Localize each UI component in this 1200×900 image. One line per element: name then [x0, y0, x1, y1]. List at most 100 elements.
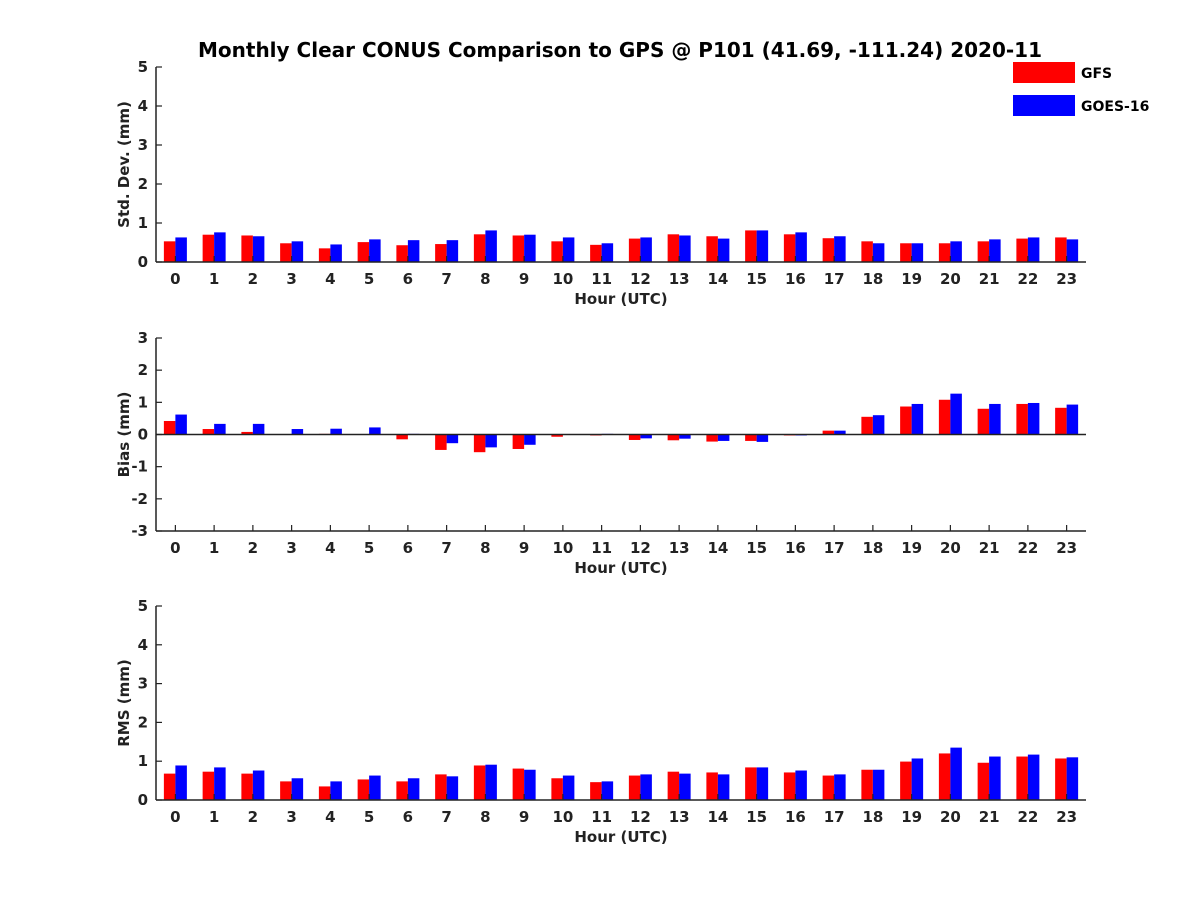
- bar-goes-16-hour-11: [601, 243, 614, 262]
- x-tick-label: 21: [979, 808, 1000, 826]
- bar-gfs-hour-19: [900, 406, 912, 435]
- x-tick-label: 5: [364, 539, 374, 557]
- y-tick-label: 3: [138, 136, 148, 154]
- bar-gfs-hour-23: [1055, 237, 1067, 262]
- bar-goes-16-hour-19: [911, 243, 924, 262]
- bar-goes-16-hour-1: [214, 767, 226, 800]
- y-tick-label: 3: [138, 329, 148, 347]
- bar-gfs-hour-1: [202, 771, 215, 800]
- bar-gfs-hour-6: [396, 781, 408, 800]
- bar-goes-16-hour-7: [446, 434, 459, 444]
- x-tick-label: 13: [669, 539, 690, 557]
- y-tick-label: 2: [138, 175, 148, 193]
- bar-gfs-hour-1: [202, 429, 215, 435]
- bar-gfs-hour-22: [1016, 238, 1028, 262]
- x-tick-label: 2: [248, 270, 258, 288]
- bar-gfs-hour-9: [512, 768, 525, 800]
- x-tick-label: 23: [1056, 808, 1077, 826]
- x-tick-label: 20: [940, 808, 961, 826]
- x-tick-label: 3: [286, 539, 296, 557]
- x-tick-label: 11: [591, 270, 612, 288]
- bar-gfs-hour-0: [163, 241, 176, 262]
- bar-gfs-hour-8: [473, 234, 486, 262]
- x-tick-label: 8: [480, 808, 490, 826]
- bar-goes-16-hour-14: [717, 774, 730, 800]
- x-tick-label: 5: [364, 270, 374, 288]
- bar-goes-16-hour-5: [369, 427, 381, 435]
- x-tick-label: 9: [519, 539, 529, 557]
- y-tick-label: -1: [131, 458, 148, 476]
- bar-gfs-hour-15: [745, 767, 757, 800]
- bar-gfs-hour-4: [318, 786, 331, 800]
- x-axis-label: Hour (UTC): [574, 290, 667, 308]
- bar-goes-16-hour-10: [562, 237, 575, 262]
- legend-swatch-goes-16: [1013, 95, 1075, 116]
- x-tick-label: 10: [552, 270, 573, 288]
- x-tick-label: 23: [1056, 270, 1077, 288]
- bar-goes-16-hour-8: [485, 434, 497, 448]
- bar-goes-16-hour-0: [175, 414, 187, 435]
- bar-goes-16-hour-22: [1027, 237, 1040, 262]
- bar-gfs-hour-17: [822, 238, 835, 262]
- bar-goes-16-hour-17: [834, 430, 846, 435]
- bar-gfs-hour-6: [396, 434, 408, 440]
- bar-gfs-hour-1: [202, 234, 215, 262]
- x-tick-label: 8: [480, 270, 490, 288]
- y-tick-label: 5: [138, 58, 148, 76]
- bar-goes-16-hour-19: [911, 758, 924, 800]
- x-tick-label: 2: [248, 539, 258, 557]
- bar-gfs-hour-6: [396, 245, 408, 262]
- bar-goes-16-hour-9: [524, 769, 536, 800]
- bar-goes-16-hour-13: [679, 773, 691, 800]
- bar-goes-16-hour-15: [756, 434, 769, 442]
- bar-goes-16-hour-18: [872, 243, 885, 262]
- bar-goes-16-hour-17: [834, 774, 846, 800]
- bar-goes-16-hour-8: [485, 230, 497, 262]
- bar-gfs-hour-23: [1055, 758, 1067, 800]
- bar-goes-16-hour-23: [1066, 404, 1079, 435]
- bar-goes-16-hour-20: [950, 393, 962, 435]
- x-tick-label: 1: [209, 270, 219, 288]
- x-tick-label: 15: [746, 808, 767, 826]
- bar-goes-16-hour-12: [640, 434, 652, 439]
- bar-goes-16-hour-2: [252, 423, 265, 435]
- x-tick-label: 17: [824, 539, 845, 557]
- bar-goes-16-hour-2: [252, 770, 265, 800]
- bar-gfs-hour-16: [783, 772, 796, 800]
- x-tick-label: 14: [707, 808, 728, 826]
- bar-gfs-hour-8: [473, 434, 486, 453]
- x-tick-label: 1: [209, 808, 219, 826]
- bar-goes-16-hour-20: [950, 241, 962, 262]
- y-tick-label: -3: [131, 522, 148, 540]
- x-tick-label: 14: [707, 539, 728, 557]
- x-tick-label: 22: [1017, 270, 1038, 288]
- x-tick-label: 14: [707, 270, 728, 288]
- bar-gfs-hour-7: [435, 244, 447, 262]
- legend-label: GFS: [1081, 66, 1112, 82]
- x-axis-label: Hour (UTC): [574, 559, 667, 577]
- bar-goes-16-hour-0: [175, 237, 187, 262]
- bar-gfs-hour-21: [977, 241, 990, 262]
- bar-goes-16-hour-23: [1066, 757, 1079, 800]
- bar-gfs-hour-3: [280, 781, 292, 800]
- bar-gfs-hour-18: [861, 416, 873, 435]
- bar-goes-16-hour-15: [756, 230, 769, 262]
- bar-gfs-hour-15: [745, 434, 757, 441]
- bar-goes-16-hour-7: [446, 776, 459, 800]
- x-tick-label: 4: [325, 808, 335, 826]
- x-tick-label: 2: [248, 808, 258, 826]
- x-tick-label: 11: [591, 539, 612, 557]
- x-tick-label: 21: [979, 270, 1000, 288]
- bar-goes-16-hour-20: [950, 747, 962, 800]
- bar-goes-16-hour-3: [291, 429, 304, 435]
- x-tick-label: 0: [170, 270, 180, 288]
- x-tick-label: 12: [630, 539, 651, 557]
- x-tick-label: 13: [669, 808, 690, 826]
- y-tick-label: 2: [138, 361, 148, 379]
- x-axis-label: Hour (UTC): [574, 828, 667, 846]
- x-tick-label: 21: [979, 539, 1000, 557]
- bar-goes-16-hour-4: [330, 781, 342, 800]
- bar-gfs-hour-4: [318, 248, 331, 262]
